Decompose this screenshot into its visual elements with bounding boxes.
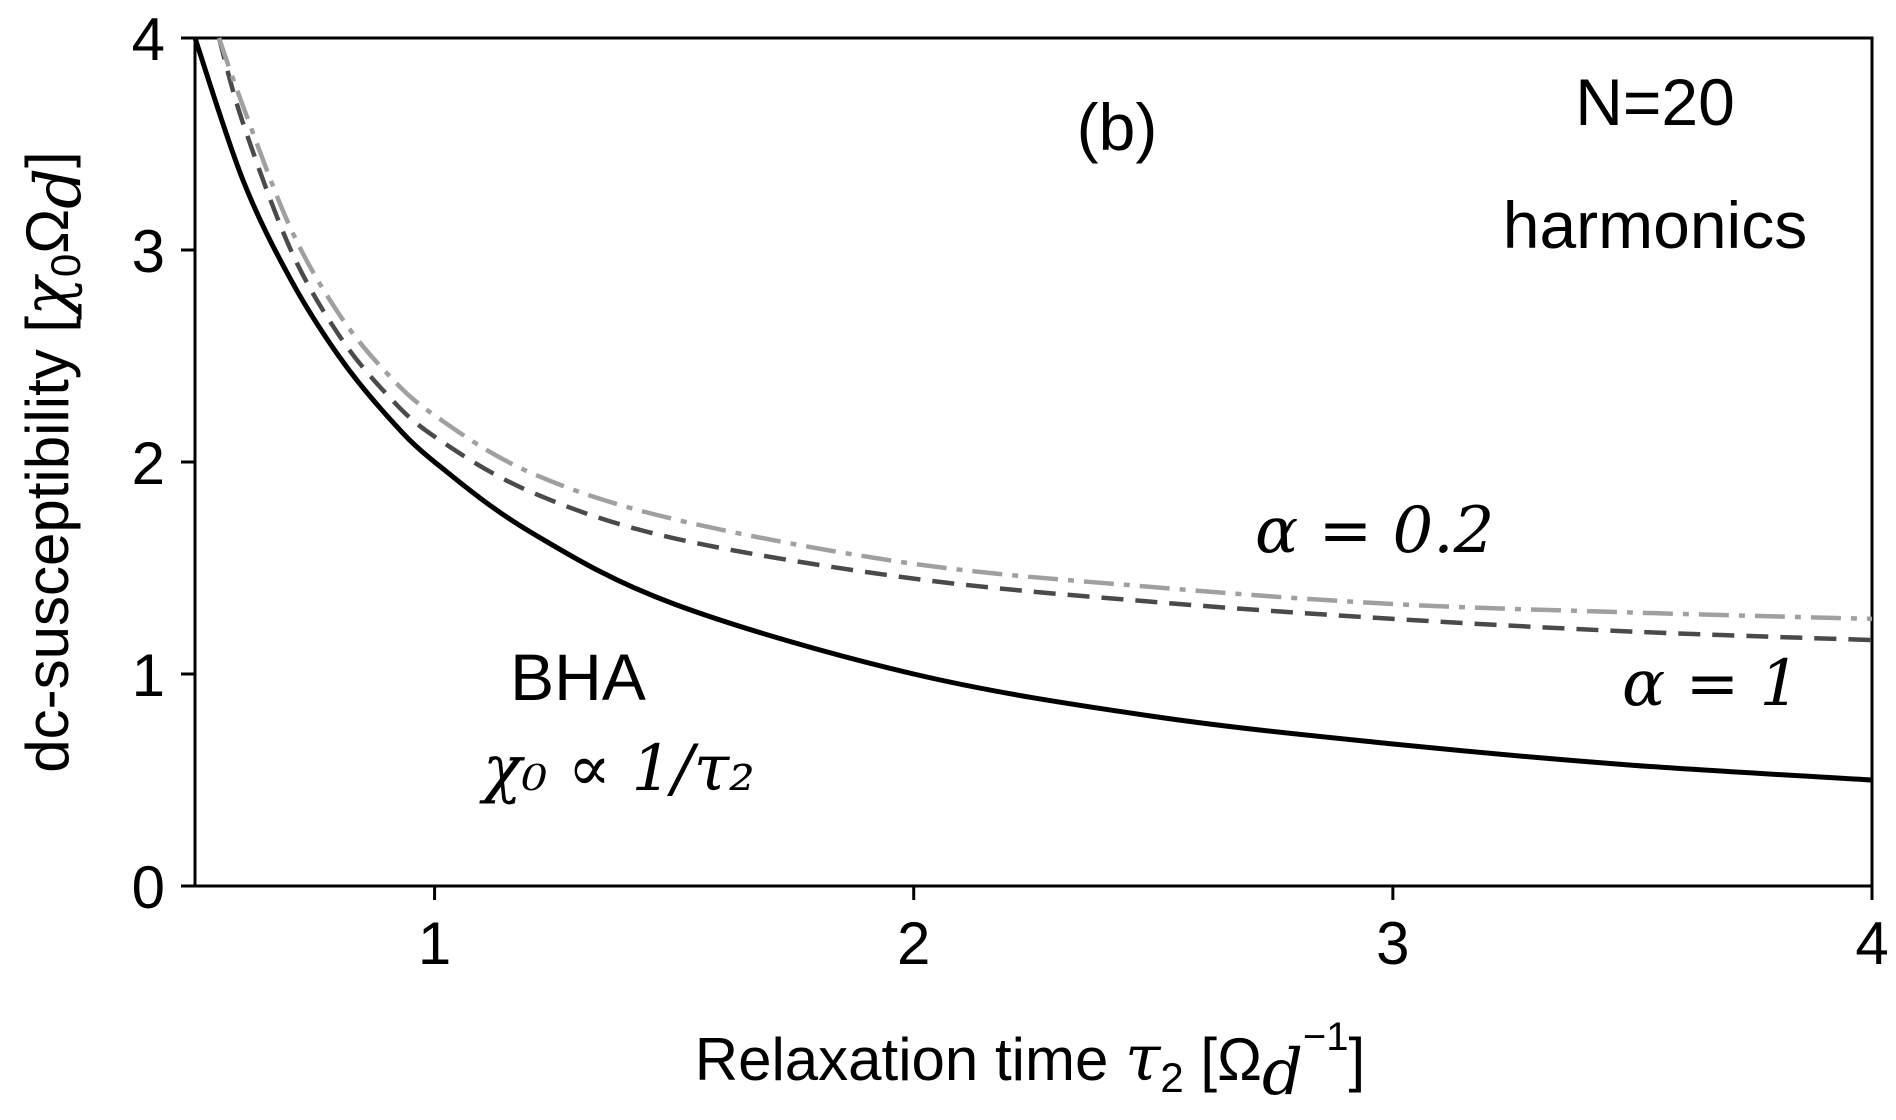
- y-tick-label: 0: [132, 854, 165, 921]
- panel-label: (b): [1077, 90, 1158, 164]
- x-tick-label: 3: [1376, 910, 1409, 977]
- alpha-1-label: α = 1: [1622, 647, 1800, 721]
- y-tick-label: 1: [132, 642, 165, 709]
- y-tick-label: 2: [132, 430, 165, 497]
- x-axis-ticks: 1 2 3 4: [418, 886, 1889, 977]
- series-line-dashdot: [216, 37, 1873, 622]
- x-tick-label: 4: [1855, 910, 1888, 977]
- x-axis-title: Relaxation time τ2 [Ωd−1]: [695, 1015, 1365, 1110]
- y-tick-label: 3: [132, 218, 165, 285]
- y-axis-title: dc-susceptibility [χ0Ωd]: [10, 151, 96, 772]
- alpha-02-label: α = 0.2: [1255, 494, 1494, 568]
- y-axis-ticks: 0 1 2 3 4: [132, 6, 195, 921]
- bha-relation-label: χ₀ ∝ 1/τ₂: [479, 732, 755, 806]
- series-line-solid: [192, 37, 1873, 783]
- x-tick-label: 1: [418, 910, 451, 977]
- harmonics-count: N=20: [1575, 65, 1735, 139]
- plot-area: [193, 36, 1874, 888]
- bha-label: BHA: [510, 640, 646, 714]
- y-tick-label: 4: [132, 6, 165, 73]
- x-tick-label: 2: [897, 910, 930, 977]
- harmonics-label: harmonics: [1503, 188, 1807, 262]
- series-layer: [192, 37, 1873, 783]
- series-line-dashed: [216, 37, 1873, 643]
